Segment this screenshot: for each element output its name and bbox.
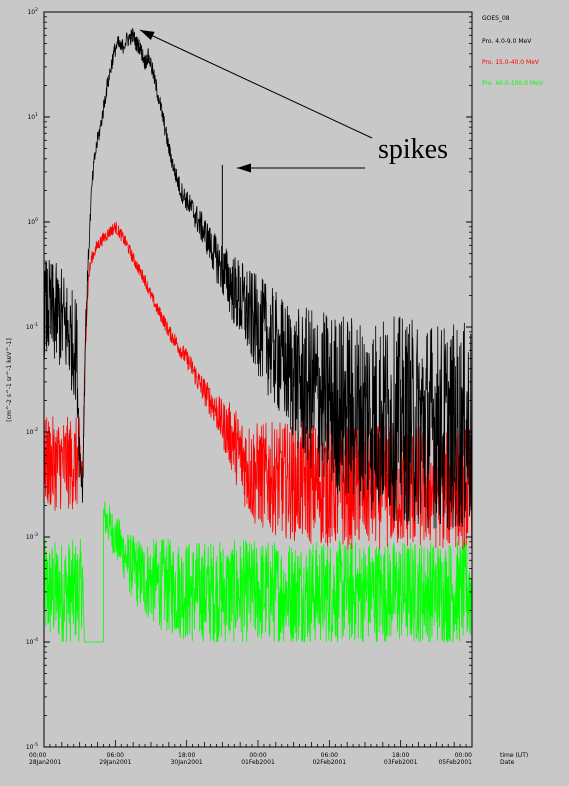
x-tick-time: 18:00: [392, 752, 409, 759]
y-tick-label: 10-2: [26, 427, 38, 436]
annotations: spikes: [139, 29, 448, 173]
y-tick-label: 100: [27, 217, 38, 226]
y-axis-label: [cm^-2 s^-1 sr^-1 keV^-1]: [6, 338, 13, 421]
legend-entry-2: Pro. 40.0-100.0 MeV: [482, 80, 544, 87]
x-tick-date: 02Feb2001: [313, 759, 347, 766]
y-tick-label: 10-5: [26, 742, 38, 751]
x-tick-time: 06:00: [107, 752, 124, 759]
legend-title: GOES_08: [482, 15, 510, 22]
x-tick-date: 29Jan2001: [99, 759, 131, 766]
axes-layer: 10210110010-110-210-310-410-500:0028Jan2…: [6, 7, 528, 766]
legend: GOES_08 Pro. 4.0-9.0 MeV Pro. 15.0-40.0 Me…: [482, 15, 544, 87]
x-tick-time: 18:00: [178, 752, 195, 759]
legend-entry-1: Pro. 15.0-40.0 MeV: [482, 59, 540, 66]
x-tick-date: 05Feb2001: [438, 759, 472, 766]
x-tick-time: 00:00: [455, 752, 472, 759]
x-axis-subtitle: Date: [500, 759, 515, 766]
series-trace-2: [43, 501, 473, 643]
y-tick-label: 101: [27, 112, 38, 121]
series-2: [43, 501, 473, 643]
x-tick-date: 28Jan2001: [29, 759, 61, 766]
y-tick-label: 10-1: [26, 322, 38, 331]
y-tick-label: 102: [27, 7, 38, 16]
series-trace-1: [43, 221, 473, 550]
arrow-to-peak: [139, 29, 373, 139]
x-tick-date: 01Feb2001: [241, 759, 275, 766]
series-0: [43, 28, 473, 530]
x-tick-time: 06:00: [321, 752, 338, 759]
y-tick-label: 10-4: [26, 637, 38, 646]
x-tick-date: 30Jan2001: [171, 759, 203, 766]
arrow-to-peak-shaft: [139, 29, 373, 139]
arrow-to-spike-head: [237, 163, 251, 173]
x-tick-time: 00:00: [249, 752, 266, 759]
x-axis-title: time (UT): [500, 752, 528, 759]
x-tick-date: 03Feb2001: [384, 759, 418, 766]
arrow-to-peak-head: [140, 30, 155, 40]
series-trace-0: [43, 28, 473, 530]
y-tick-label: 10-3: [26, 532, 38, 541]
x-tick-time: 00:00: [29, 752, 46, 759]
series-1: [43, 221, 473, 550]
arrow-to-spike: [237, 163, 365, 173]
legend-entry-0: Pro. 4.0-9.0 MeV: [482, 38, 532, 45]
series-layer: [43, 28, 473, 643]
annotation-spikes-label: spikes: [378, 134, 448, 165]
